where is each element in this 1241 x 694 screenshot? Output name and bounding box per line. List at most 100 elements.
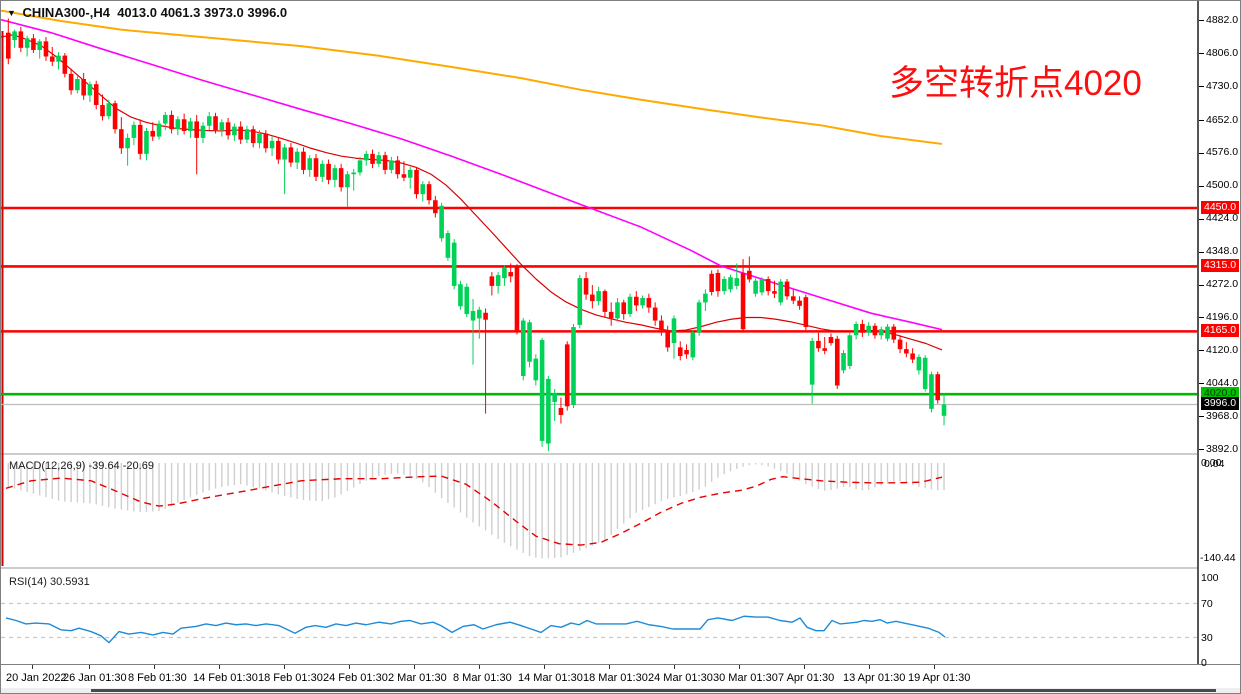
candle-body (514, 266, 520, 331)
time-axis-label: 7 Apr 01:30 (778, 672, 835, 684)
candle-body (571, 327, 576, 405)
candle-body (426, 184, 432, 201)
candle-body (12, 31, 17, 41)
candle-body (294, 151, 300, 163)
candle-body (935, 374, 941, 401)
macd-value-main: -39.64 (88, 460, 120, 472)
time-axis[interactable]: 20 Jan 2022 26 Jan 01:30 8 Feb 01:30 14 Feb… (1, 664, 1240, 688)
price-axis-label: 4348.0 (1206, 245, 1239, 258)
macd-value-signal: -20.69 (122, 460, 154, 472)
horizontal-scrollbar[interactable] (1, 688, 1240, 693)
candle-body (747, 270, 752, 280)
candle-body (213, 116, 218, 131)
scrollbar-thumb[interactable] (91, 689, 1216, 692)
candle-body (910, 353, 915, 360)
time-axis-label: 19 Apr 01:30 (908, 672, 971, 684)
candle-body (458, 284, 463, 307)
candle-body (941, 404, 947, 416)
candle-body (728, 277, 733, 290)
rsi-axis-label-0: 0 (1201, 657, 1207, 669)
candle-body (872, 325, 878, 336)
price-axis-label: 4044.0 (1206, 376, 1239, 389)
rsi-label: RSI(14) 30.5931 (9, 576, 90, 588)
macd-label: MACD(12,26,9) -39.64 -20.69 (9, 460, 154, 472)
time-axis-label: 24 Mar 01:30 (648, 672, 713, 684)
candle-body (470, 311, 476, 321)
time-axis-label: 14 Mar 01:30 (518, 672, 583, 684)
candle-body (420, 184, 426, 195)
rsi-line (5, 615, 946, 644)
price-badge-4315.0: 4315.0 (1201, 258, 1240, 272)
candle-body (577, 278, 583, 325)
price-axis-label: 4576.0 (1206, 146, 1239, 159)
candle-body (715, 272, 721, 292)
candle-body (194, 121, 199, 138)
time-axis-label: 18 Mar 01:30 (583, 672, 648, 684)
candle-body (709, 273, 714, 292)
time-axis-tick (544, 665, 545, 669)
candle-body (791, 296, 796, 301)
candle-body (634, 296, 639, 306)
price-axis-tick (1199, 449, 1204, 451)
candle-body (866, 325, 871, 333)
candle-body (238, 126, 243, 140)
rsi-axis-label-30: 30 (1201, 631, 1213, 644)
candle-body (144, 130, 149, 154)
price-axis[interactable]: 4882.0 4806.0 4730.0 4652.0 4576.0 4500.0 4424… (1198, 1, 1240, 664)
candle-body (451, 242, 457, 286)
candle-body (49, 56, 55, 62)
candle-body (407, 169, 413, 178)
candle-body (546, 378, 551, 444)
candle-body (389, 160, 394, 170)
price-badge-3996.0: 3996.0 (1201, 397, 1240, 411)
candle-body (539, 340, 545, 441)
candle-body (483, 312, 488, 320)
price-axis-tick (1199, 20, 1204, 22)
price-badge-4020.0: 4020.0 (1201, 386, 1240, 400)
rsi-axis-label-100: 100 (1201, 572, 1219, 584)
macd-axis-top-label: 0.00 (1201, 457, 1222, 469)
candle-body (615, 302, 620, 319)
rsi-value: 30.5931 (49, 576, 90, 588)
candle-body (200, 125, 206, 138)
candle-body (232, 126, 237, 136)
candle-body (93, 84, 99, 105)
candle-body (112, 103, 118, 130)
time-axis-tick (32, 665, 33, 669)
candle-body (847, 335, 853, 367)
candle-body (904, 349, 909, 354)
time-axis-tick (934, 665, 935, 669)
ohlc-open: 4013.0 (117, 5, 157, 20)
candle-body (288, 147, 294, 163)
price-axis-label: 4806.0 (1206, 46, 1239, 59)
candle-body (263, 133, 269, 149)
candle-body (169, 114, 174, 130)
macd-axis-bottom-label: -140.44 (1200, 552, 1236, 564)
price-axis-label: 4730.0 (1206, 79, 1239, 92)
macd-axis-top-label2: 0.04 (1204, 458, 1225, 470)
price-axis-label: 3968.0 (1206, 409, 1239, 422)
candle-body (24, 38, 30, 48)
candle-body (106, 103, 112, 117)
candle-body (370, 153, 375, 164)
time-axis-label: 14 Feb 01:30 (193, 672, 258, 684)
candle-body (809, 340, 815, 385)
candle-body (822, 348, 827, 351)
ma-slow-orange (1, 9, 943, 145)
time-axis-tick (804, 665, 805, 669)
candle-body (797, 300, 802, 306)
candle-body (558, 407, 564, 415)
candle-body (778, 281, 784, 303)
candle-body (690, 332, 696, 358)
candle-body (816, 340, 821, 349)
candle-body (357, 160, 363, 173)
ma-fast-red (1, 34, 943, 351)
symbol-dropdown-icon[interactable]: ▼ (7, 8, 16, 18)
candle-body (332, 168, 338, 180)
time-axis-tick (219, 665, 220, 669)
time-axis-tick (154, 665, 155, 669)
candle-body (433, 200, 438, 214)
candle-body (527, 322, 532, 362)
time-axis-tick (89, 665, 90, 669)
